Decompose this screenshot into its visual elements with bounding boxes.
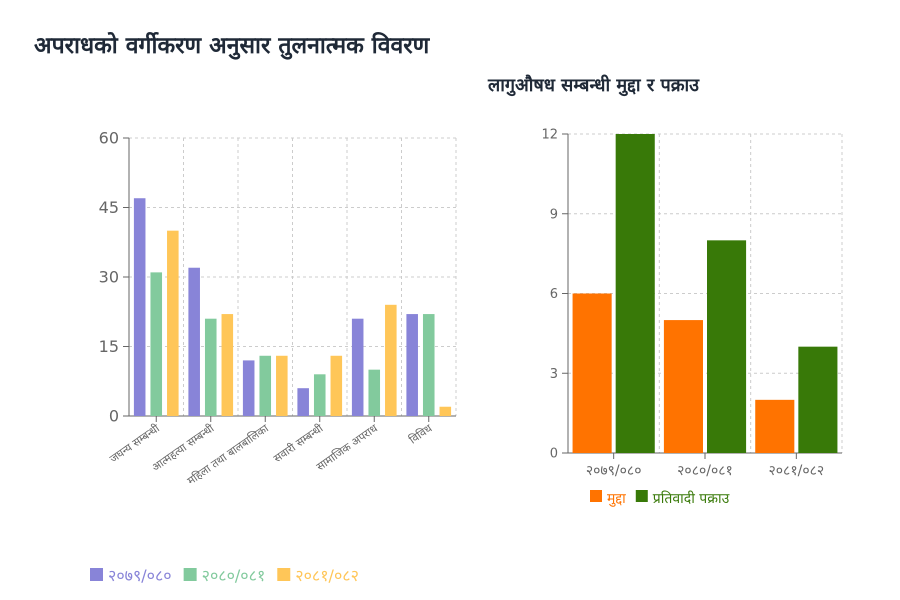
bar[interactable]: २०८०/०८१ — मुद्दा: 5: [663, 320, 703, 453]
x-tick-label: जघन्य सम्बन्धी: [107, 422, 162, 466]
bar[interactable]: आत्महत्या सम्बन्धी — २०७९/०८०: 32: [188, 267, 200, 416]
legend-label: मुद्दा: [607, 491, 626, 507]
chart-title-drug-cases: लागुऔषध सम्बन्धी मुद्दा र पक्राउ: [488, 75, 700, 96]
bar[interactable]: सवारी सम्बन्धी — २०७९/०८०: 6: [297, 388, 309, 416]
legend-item[interactable]: २०७९/०८०: [90, 566, 172, 585]
bar[interactable]: विविध — २०८१/०८२: 2: [439, 406, 452, 416]
legend-swatch: [183, 568, 197, 581]
legend-item[interactable]: २०८१/०८२: [277, 566, 359, 585]
legend-swatch: [590, 490, 602, 502]
legend-label: २०८१/०८२: [295, 566, 359, 585]
bar[interactable]: जघन्य सम्बन्धी — २०७९/०८०: 47: [133, 198, 146, 416]
x-tick-label: २०७९/०८०: [586, 463, 642, 479]
bar[interactable]: विविध — २०७९/०८०: 22: [406, 314, 418, 416]
legend-label: प्रतिवादी पक्राउ: [653, 490, 730, 507]
legend-swatch: [277, 568, 291, 581]
bar[interactable]: सवारी सम्बन्धी — २०८१/०८२: 13: [330, 355, 343, 416]
legend-swatch: [635, 490, 648, 502]
y-tick-label: 12: [541, 128, 558, 143]
bar[interactable]: २०७९/०८० — प्रतिवादी पक्राउ: 12: [615, 134, 655, 453]
x-tick-label: २०८०/०८१: [677, 463, 733, 479]
chart-title-crime-classification: अपराधको वर्गीकरण अनुसार तुलनात्मक विवरण: [34, 33, 430, 59]
bar[interactable]: विविध — २०८०/०८१: 22: [422, 314, 435, 416]
bar[interactable]: २०८१/०८२ — प्रतिवादी पक्राउ: 4: [798, 346, 838, 453]
x-tick-label: विविध: [407, 422, 435, 447]
legend-label: २०८०/०८१: [202, 566, 266, 585]
legend-label: २०७९/०८०: [108, 566, 172, 585]
bar[interactable]: २०८०/०८१ — प्रतिवादी पक्राउ: 8: [707, 240, 747, 453]
bar[interactable]: सामाजिक अपराध — २०८०/०८१: 10: [368, 369, 381, 416]
bar[interactable]: सवारी सम्बन्धी — २०८०/०८१: 9: [313, 374, 326, 416]
bar[interactable]: २०८१/०८२ — मुद्दा: 2: [755, 399, 795, 453]
bar[interactable]: आत्महत्या सम्बन्धी — २०८१/०८२: 22: [221, 314, 234, 416]
y-tick-label: 30: [99, 268, 119, 287]
y-tick-label: 45: [99, 198, 119, 217]
crime-classification-bar-chart: 0 15 30 45 60 जघन्य सम्बन्धी — २०७९/०८०: 47 जघ…: [90, 129, 457, 585]
x-tick-label: २०८१/०८२: [768, 463, 824, 479]
bar[interactable]: २०७९/०८० — मुद्दा: 6: [572, 293, 612, 454]
bar[interactable]: सामाजिक अपराध — २०८१/०८२: 24: [385, 304, 397, 416]
legend-swatch: [90, 568, 103, 581]
bar[interactable]: सामाजिक अपराध — २०७९/०८०: 21: [351, 318, 364, 416]
y-tick-label: 6: [550, 287, 558, 302]
x-tick-label: सवारी सम्बन्धी: [271, 422, 325, 466]
y-tick-label: 60: [99, 129, 119, 148]
legend-item[interactable]: मुद्दा: [590, 490, 626, 507]
y-tick-label: 0: [109, 407, 119, 426]
legend-item[interactable]: २०८०/०८१: [183, 566, 266, 585]
bar[interactable]: महिला तथा बालबालिका — २०८०/०८१: 13: [259, 355, 272, 416]
x-tick-label: सामाजिक अपराध: [314, 422, 380, 474]
y-tick-label: 0: [550, 447, 558, 462]
y-tick-label: 9: [550, 207, 558, 222]
bar[interactable]: आत्महत्या सम्बन्धी — २०८०/०८१: 21: [204, 318, 217, 416]
bar[interactable]: महिला तथा बालबालिका — २०७९/०८०: 12: [242, 360, 255, 416]
legend-item[interactable]: प्रतिवादी पक्राउ: [635, 490, 730, 507]
bar[interactable]: जघन्य सम्बन्धी — २०८१/०८२: 40: [167, 230, 179, 416]
y-tick-label: 15: [99, 337, 119, 356]
bar[interactable]: जघन्य सम्बन्धी — २०८०/०८१: 31: [150, 272, 163, 416]
y-tick-label: 3: [550, 367, 558, 382]
bar[interactable]: महिला तथा बालबालिका — २०८१/०८२: 13: [276, 355, 288, 416]
